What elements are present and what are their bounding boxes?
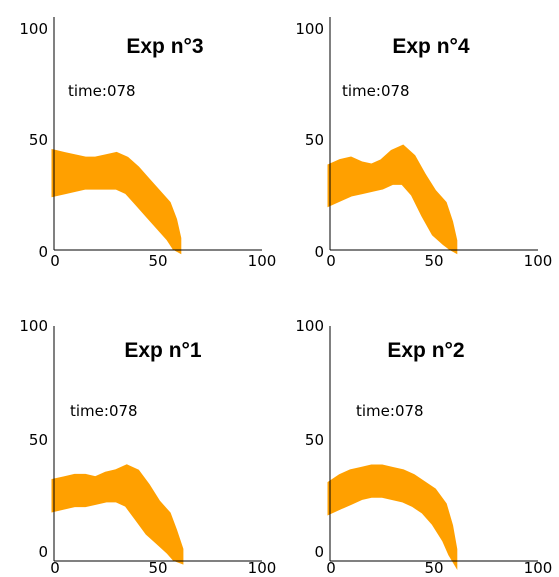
y-tick-label-0: 0 bbox=[38, 243, 48, 261]
panel-title: Exp n°4 bbox=[392, 35, 470, 58]
panel-exp-4: 100 50 0 0 50 100 Exp n°4 time:078 bbox=[295, 17, 552, 270]
x-tick-label-100: 100 bbox=[524, 559, 553, 577]
x-tick-label-0: 0 bbox=[326, 252, 336, 270]
x-tick-label-50: 50 bbox=[424, 559, 443, 577]
y-tick-label-50: 50 bbox=[305, 431, 324, 449]
y-tick-label-0: 0 bbox=[38, 543, 48, 561]
x-tick-label-50: 50 bbox=[148, 252, 167, 270]
x-tick-label-50: 50 bbox=[424, 252, 443, 270]
band-shape-0 bbox=[327, 464, 458, 571]
y-tick-label-50: 50 bbox=[29, 131, 48, 149]
panel-exp-2: 100 50 0 0 50 100 Exp n°2 time:078 bbox=[295, 317, 552, 577]
panel-title: Exp n°1 bbox=[124, 339, 202, 362]
panel-exp-3: 100 50 0 0 50 100 Exp n°3 time:078 bbox=[19, 17, 276, 270]
time-label: time:078 bbox=[356, 402, 424, 420]
panel-exp-1: 100 50 0 0 50 100 Exp n°1 time:078 bbox=[19, 317, 276, 577]
y-tick-label-100: 100 bbox=[19, 20, 48, 38]
x-tick-label-50: 50 bbox=[148, 559, 167, 577]
x-tick-label-0: 0 bbox=[50, 559, 60, 577]
y-tick-label-100: 100 bbox=[295, 317, 324, 335]
x-tick-label-100: 100 bbox=[524, 252, 553, 270]
y-tick-label-100: 100 bbox=[19, 317, 48, 335]
x-tick-label-100: 100 bbox=[248, 252, 277, 270]
band-shape-0 bbox=[51, 148, 182, 255]
y-tick-label-0: 0 bbox=[314, 243, 324, 261]
time-label: time:078 bbox=[68, 82, 136, 100]
panel-title: Exp n°3 bbox=[126, 35, 203, 58]
y-tick-label-50: 50 bbox=[29, 431, 48, 449]
time-label: time:078 bbox=[342, 82, 410, 100]
x-tick-label-100: 100 bbox=[248, 559, 277, 577]
panel-title: Exp n°2 bbox=[387, 339, 464, 362]
y-tick-label-0: 0 bbox=[314, 543, 324, 561]
y-tick-label-100: 100 bbox=[295, 20, 324, 38]
x-tick-label-0: 0 bbox=[50, 252, 60, 270]
x-tick-label-0: 0 bbox=[326, 559, 336, 577]
y-tick-label-50: 50 bbox=[305, 131, 324, 149]
band-shape-0 bbox=[51, 464, 184, 565]
time-label: time:078 bbox=[70, 402, 138, 420]
band-shape-0 bbox=[327, 144, 458, 255]
